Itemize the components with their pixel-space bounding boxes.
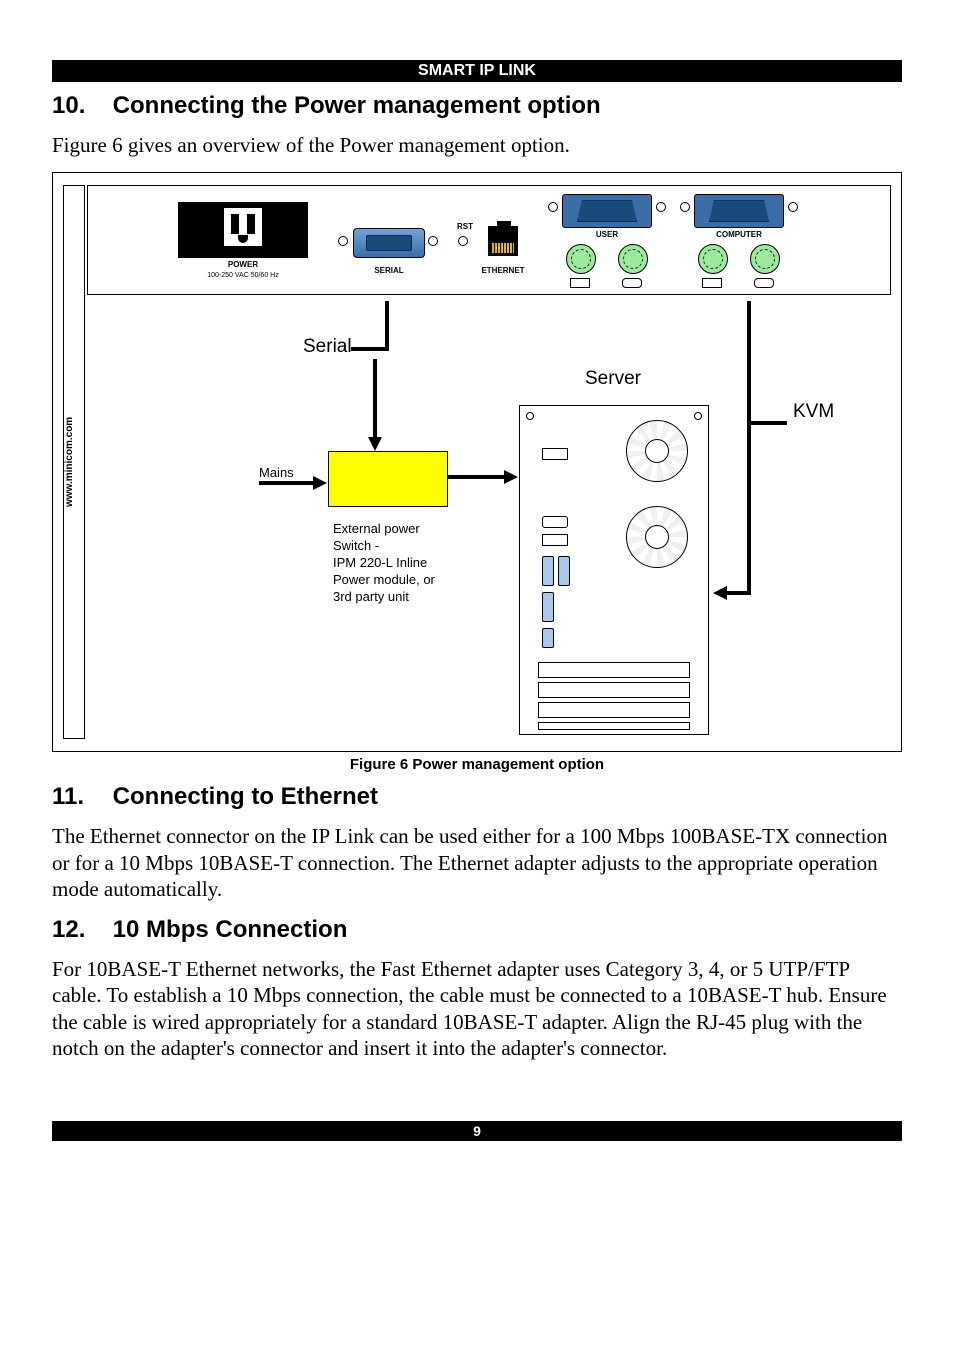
arrow-head-icon (504, 470, 518, 484)
computer-ps2-keyboard (698, 244, 728, 274)
expansion-slot-icon (538, 662, 690, 678)
computer-label: COMPUTER (694, 230, 784, 239)
fan-icon (626, 420, 688, 482)
screw-icon (338, 236, 348, 246)
paragraph-s10: Figure 6 gives an overview of the Power … (52, 132, 902, 158)
figure-caption: Figure 6 Power management option (52, 756, 902, 773)
server-usb-icon (542, 556, 554, 586)
section-number: 11. (52, 783, 106, 811)
external-power-switch (328, 451, 448, 507)
mains-diagram-label: Mains (259, 465, 294, 480)
expansion-slot-icon (538, 722, 690, 730)
screw-icon (428, 236, 438, 246)
computer-vga-port (694, 194, 784, 228)
paragraph-s12: For 10BASE-T Ethernet networks, the Fast… (52, 956, 902, 1061)
screw-icon (788, 202, 798, 212)
device-url-label: www.minicom.com (63, 185, 85, 739)
server-port-icon (542, 534, 568, 546)
section-number: 12. (52, 916, 106, 944)
keyboard-icon (702, 278, 722, 288)
serial-diagram-label: Serial (303, 336, 352, 358)
arrow-head-icon (313, 476, 327, 490)
iec-plug-icon (224, 208, 262, 246)
keyboard-icon (570, 278, 590, 288)
arrow-segment (725, 591, 751, 595)
mouse-icon (622, 278, 642, 288)
reset-hole-icon (458, 236, 468, 246)
arrow-head-icon (713, 586, 727, 600)
arrow-segment (747, 301, 751, 421)
arrow-segment (351, 347, 389, 351)
mouse-icon (754, 278, 774, 288)
arrow-segment (385, 301, 389, 347)
arrow-segment (747, 421, 751, 593)
ethernet-label: ETHERNET (478, 266, 528, 275)
user-vga-port (562, 194, 652, 228)
section-heading-11: 11. Connecting to Ethernet (52, 783, 902, 811)
paragraph-s11: The Ethernet connector on the IP Link ca… (52, 823, 902, 902)
arrow-head-icon (368, 437, 382, 451)
section-number: 10. (52, 92, 106, 120)
power-inlet (178, 202, 308, 258)
screw-icon (680, 202, 690, 212)
server-usb-icon (558, 556, 570, 586)
server-usb-icon (542, 592, 554, 622)
user-ps2-mouse (618, 244, 648, 274)
screw-icon (656, 202, 666, 212)
section-title: Connecting to Ethernet (113, 783, 378, 810)
section-heading-12: 12. 10 Mbps Connection (52, 916, 902, 944)
screw-icon (548, 202, 558, 212)
figure-6: www.minicom.com POWER 100-250 VAC 50/60 … (52, 172, 902, 752)
server-power-port-icon (542, 448, 568, 460)
arrow-segment (373, 359, 377, 439)
serial-label: SERIAL (353, 266, 425, 275)
page-number-bar: 9 (52, 1121, 902, 1141)
ethernet-port (488, 226, 518, 256)
expansion-slot-icon (538, 682, 690, 698)
user-ps2-keyboard (566, 244, 596, 274)
expansion-slot-icon (538, 702, 690, 718)
arrow-segment (747, 421, 787, 425)
server-audio-port-icon (542, 516, 568, 528)
section-title: Connecting the Power management option (113, 92, 601, 119)
fan-icon (626, 506, 688, 568)
arrow-segment (448, 475, 506, 479)
serial-port (353, 228, 425, 258)
server-usb-icon (542, 628, 554, 648)
user-label: USER (562, 230, 652, 239)
screw-icon (694, 412, 702, 420)
device-rear-panel: POWER 100-250 VAC 50/60 Hz SERIAL RST ET… (87, 185, 891, 295)
section-title: 10 Mbps Connection (113, 916, 348, 943)
doc-header-bar: SMART IP LINK (52, 60, 902, 82)
server-diagram-label: Server (585, 368, 641, 390)
kvm-diagram-label: KVM (793, 401, 834, 423)
computer-ps2-mouse (750, 244, 780, 274)
section-heading-10: 10. Connecting the Power management opti… (52, 92, 902, 120)
screw-icon (526, 412, 534, 420)
power-sublabel: 100-250 VAC 50/60 Hz (158, 272, 328, 279)
ext-switch-label: External power Switch - IPM 220-L Inline… (333, 521, 493, 605)
rst-label: RST (450, 222, 480, 231)
power-label: POWER (178, 260, 308, 269)
server-chassis (519, 405, 709, 735)
arrow-segment (259, 481, 315, 485)
